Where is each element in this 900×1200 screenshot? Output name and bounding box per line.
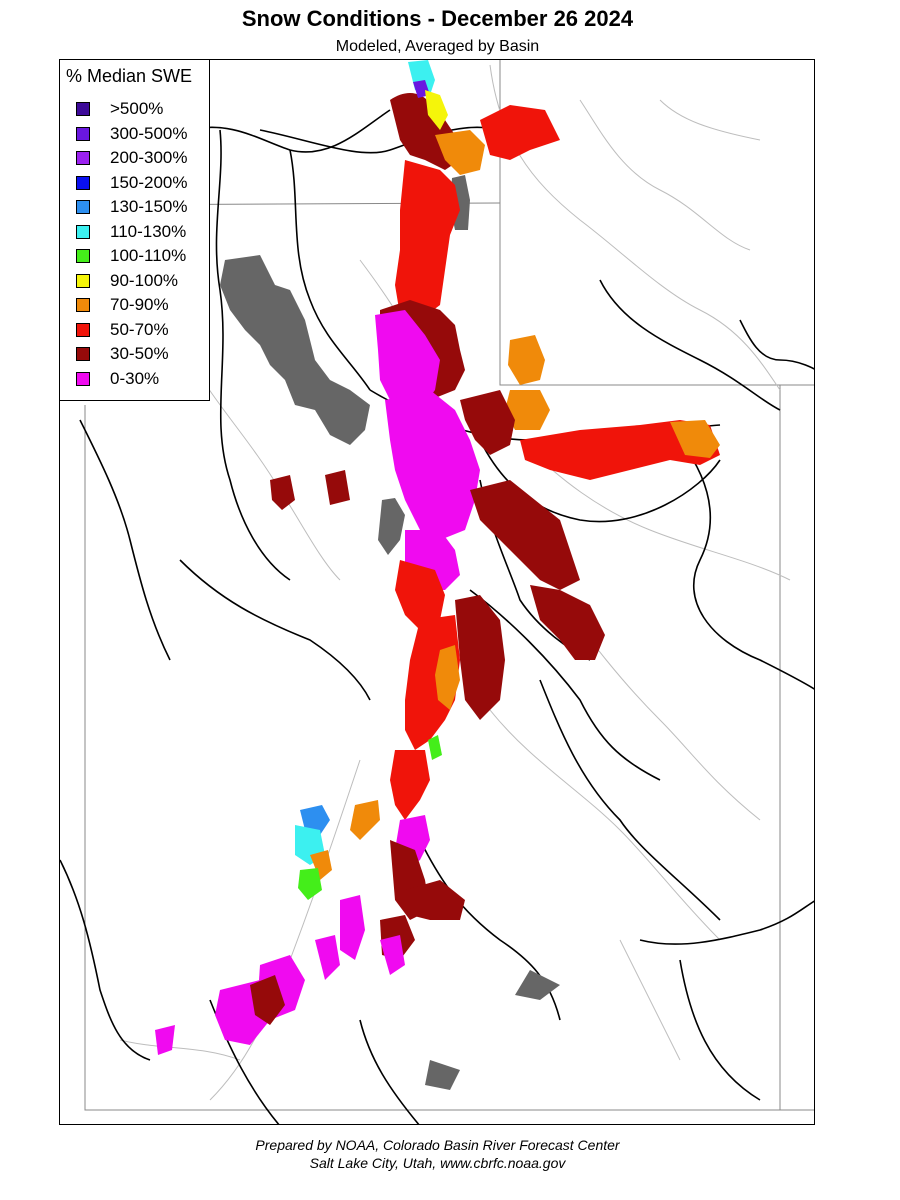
- basin-70-90: [310, 850, 332, 880]
- basin-70-90: [508, 335, 545, 385]
- legend-swatch: [76, 322, 90, 337]
- legend-swatch: [76, 224, 90, 239]
- legend-label: >500%: [110, 99, 164, 118]
- legend-label: 100-110%: [110, 246, 187, 265]
- basin-30-50: [470, 480, 580, 590]
- legend-item: 90-100%: [76, 270, 178, 292]
- legend-label: 30-50%: [110, 344, 169, 363]
- legend-label: 0-30%: [110, 368, 160, 388]
- legend-item: 150-200%: [76, 172, 188, 194]
- basin-30-50: [405, 880, 465, 920]
- legend-swatch: [76, 200, 90, 214]
- basin-50-70: [395, 560, 445, 630]
- legend-box: % Median SWE >500% 300-500% 200-300% 150-20…: [59, 59, 210, 401]
- basin-100-110: [428, 735, 442, 760]
- map-subtitle: Modeled, Averaged by Basin: [335, 38, 540, 55]
- basin-0-30: [375, 310, 440, 410]
- legend-item: 30-50%: [76, 343, 169, 365]
- legend-swatch: [76, 175, 90, 190]
- legend-title: % Median SWE: [66, 66, 193, 86]
- legend-label: 50-70%: [110, 319, 169, 339]
- map-title: Snow Conditions - December 26 2024: [241, 6, 634, 31]
- legend-item: 200-300%: [76, 147, 188, 169]
- legend-item: >500%: [76, 98, 163, 120]
- legend-item: 50-70%: [76, 319, 169, 341]
- footer-line-1: Prepared by NOAA, Colorado Basin River F…: [255, 1137, 620, 1153]
- basin-30-50: [325, 470, 350, 505]
- basin-90-100: [425, 90, 448, 130]
- legend-swatch: [76, 249, 90, 263]
- legend-item: 0-30%: [76, 368, 159, 390]
- basin-50-70: [390, 750, 430, 820]
- legend-label: 130-150%: [110, 197, 188, 216]
- basin-0-30: [155, 1025, 175, 1055]
- basin-30-50: [455, 595, 505, 720]
- basin-50-70: [395, 160, 460, 320]
- legend-swatch: [76, 126, 90, 141]
- snow-basins: [155, 60, 720, 1055]
- legend-item: 100-110%: [76, 245, 186, 267]
- basin-70-90: [435, 645, 460, 710]
- basin-30-50: [530, 585, 605, 660]
- basin-70-90: [670, 420, 720, 458]
- legend-swatch: [76, 298, 90, 312]
- basin-50-70: [480, 105, 560, 160]
- basin-0-30: [340, 895, 365, 960]
- legend-label: 110-130%: [110, 221, 187, 241]
- basin-0-30: [380, 935, 405, 975]
- basin-100-110: [298, 868, 322, 900]
- legend-swatch: [76, 102, 90, 116]
- basin-0-30: [385, 390, 480, 540]
- legend-label: 90-100%: [110, 270, 179, 290]
- legend-label: 150-200%: [110, 172, 188, 192]
- basin-0-30: [315, 935, 340, 980]
- basin-map-svg: [60, 60, 814, 1124]
- footer-line-2: Salt Lake City, Utah, www.cbrfc.noaa.gov: [309, 1155, 566, 1171]
- snow-map: [59, 59, 815, 1125]
- basin-70-90: [505, 390, 550, 430]
- basin-70-90: [350, 800, 380, 840]
- basin-30-50: [460, 390, 515, 455]
- legend-item: 300-500%: [76, 123, 188, 145]
- legend-item: 130-150%: [76, 196, 188, 218]
- legend-swatch: [76, 273, 90, 288]
- legend-swatch: [76, 371, 90, 386]
- legend-label: 300-500%: [110, 123, 188, 143]
- basin-30-50: [270, 475, 295, 510]
- basin-50-70: [520, 420, 720, 480]
- legend-swatch: [76, 347, 90, 361]
- legend-swatch: [76, 151, 90, 165]
- legend-label: 200-300%: [110, 148, 188, 167]
- legend-label: 70-90%: [110, 295, 169, 314]
- legend-item: 110-130%: [76, 221, 186, 243]
- basin-30-50: [250, 975, 285, 1025]
- basin-70-90: [435, 130, 485, 175]
- legend-item: 70-90%: [76, 294, 169, 316]
